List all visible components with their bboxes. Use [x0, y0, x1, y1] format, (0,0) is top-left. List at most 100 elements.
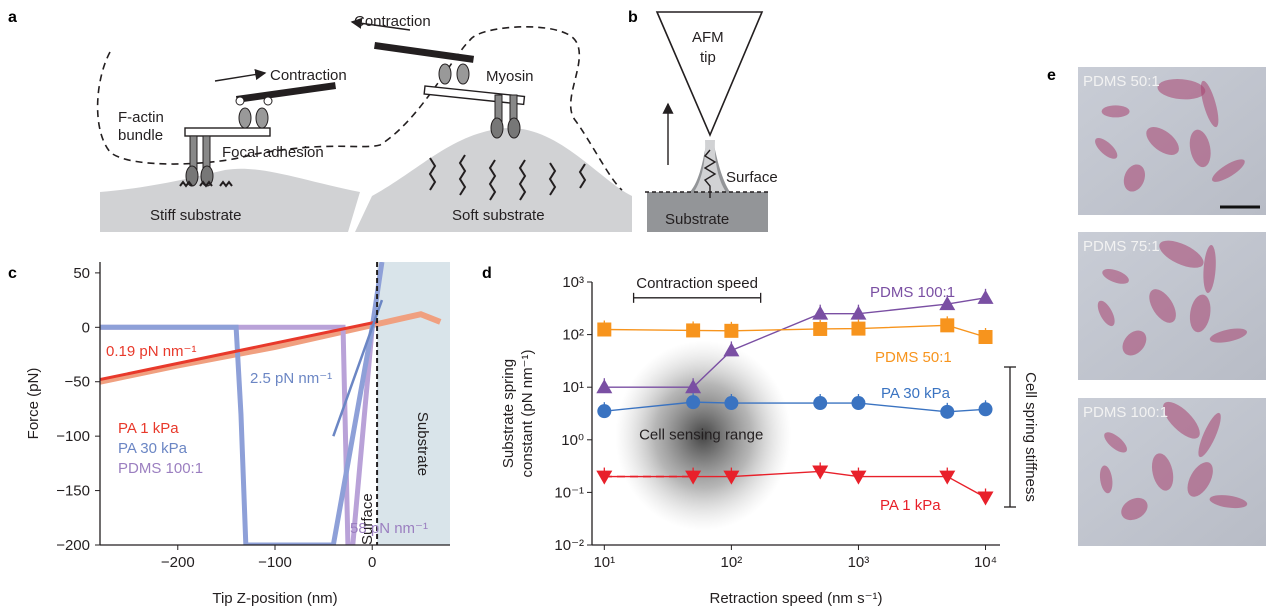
photo-1: PDMS 50:1	[1078, 67, 1266, 215]
data-point	[940, 318, 955, 333]
afm-label-line2: tip	[700, 49, 716, 66]
right-contraction-arrow	[350, 17, 411, 31]
b-tether	[694, 140, 726, 192]
series-pdms-raw	[100, 324, 375, 545]
plot-c-area	[100, 262, 442, 545]
right-adhesion-complex	[374, 42, 587, 201]
fit-pa1	[100, 320, 378, 382]
d-xtick-label: 10⁴	[974, 554, 997, 571]
data-point	[977, 289, 994, 304]
cell-stain	[1095, 138, 1118, 159]
factin-label-line1: F-actin	[118, 109, 164, 126]
series-line	[604, 324, 986, 338]
c-ylabel: Force (pN)	[25, 368, 42, 440]
cell-stain	[1157, 79, 1206, 100]
photo-stack: PDMS 50:1 PDMS 75:1 PDMS 100:1	[1078, 67, 1266, 546]
data-point	[813, 396, 828, 411]
b-spring	[703, 149, 717, 198]
cell-stain	[1097, 300, 1115, 327]
data-point	[596, 379, 613, 394]
data-point	[685, 470, 702, 485]
cell-stain	[1146, 127, 1179, 155]
cell-stain	[1121, 497, 1148, 521]
c-xtick-label: −100	[258, 554, 292, 571]
label-pa30: PA 30 kPa	[881, 385, 951, 402]
stiff-substrate-block	[100, 168, 360, 232]
label-pdms100: PDMS 100:1	[870, 284, 955, 301]
fit-label-pdms: 58 pN nm⁻¹	[350, 520, 428, 537]
label-pdms50: PDMS 50:1	[875, 349, 952, 366]
c-ytick-label: 50	[73, 265, 90, 282]
d-xtick-label: 10¹	[593, 554, 615, 571]
cell-stain	[1102, 269, 1129, 284]
photo-3: PDMS 100:1	[1078, 398, 1266, 546]
data-point	[723, 470, 740, 485]
substrate-region	[377, 262, 450, 545]
d-ytick-label: 10⁰	[561, 432, 584, 449]
c-ytick-label: −100	[56, 428, 90, 445]
data-point	[812, 305, 829, 320]
right-contraction-label: Contraction	[354, 13, 431, 30]
d-xtick-label: 10³	[848, 554, 870, 571]
data-point	[939, 470, 956, 485]
panel-c: c 50 0 −50 −100 −150 −200 −200 −100 0 Tip Z-posit…	[8, 262, 450, 607]
data-point	[851, 396, 866, 411]
panel-d: d Cell sensing range Contraction speed PDM…	[482, 265, 1039, 607]
data-point	[724, 396, 739, 411]
d-ytick-label: 10³	[562, 274, 584, 291]
c-ytick-label: −150	[56, 483, 90, 500]
c-ytick-label: −200	[56, 537, 90, 554]
data-point	[596, 470, 613, 485]
panel-d-label: d	[482, 265, 492, 282]
data-point	[597, 322, 612, 337]
myosin-label: Myosin	[486, 68, 534, 85]
cell-stain	[1189, 294, 1211, 333]
cell-stain	[1151, 453, 1174, 491]
chart-d: Cell sensing range Contraction speed PDMS …	[500, 274, 1039, 607]
cell-stain	[1200, 80, 1219, 128]
data-point	[851, 321, 866, 336]
data-point	[939, 296, 956, 311]
panel-c-label: c	[8, 265, 17, 282]
afm-tip-shape	[655, 11, 764, 138]
cell-stain	[1209, 495, 1248, 509]
d-ytick-label: 10⁻²	[554, 537, 584, 554]
c-xlabel: Tip Z-position (nm)	[212, 590, 337, 607]
cell-stain	[1163, 401, 1200, 439]
panel-a-label: a	[8, 9, 17, 26]
d-ytick-label: 10¹	[562, 379, 584, 396]
data-point	[850, 470, 867, 485]
photo-caption: PDMS 50:1	[1083, 73, 1160, 90]
cell-stain	[1099, 465, 1113, 494]
cell-stain	[1101, 105, 1130, 118]
photo-caption: PDMS 100:1	[1083, 404, 1168, 421]
left-contraction-arrow	[214, 69, 267, 82]
cell-stain	[1211, 159, 1245, 182]
fit-label-pa1: 0.19 pN nm⁻¹	[106, 343, 196, 360]
panel-a: a Stiff substrate Soft substrate Contrac…	[8, 9, 632, 232]
cell-sensing-blob	[615, 340, 792, 531]
cell-stain	[1198, 412, 1221, 458]
data-point	[940, 404, 955, 419]
photo-2: PDMS 75:1	[1078, 232, 1266, 380]
panel-e: e PDMS 50:1 PDMS 75:1 PDMS 100:1	[1047, 67, 1266, 546]
data-point	[977, 491, 994, 506]
cell-stain	[1209, 328, 1248, 343]
data-point	[978, 402, 993, 417]
c-ytick-label: 0	[82, 319, 90, 336]
cell-stain	[1104, 432, 1127, 453]
b-surface-label: Surface	[726, 169, 778, 186]
data-point	[686, 395, 701, 410]
panel-b-label: b	[628, 9, 638, 26]
c-xtick-label: 0	[368, 554, 376, 571]
contraction-speed-label: Contraction speed	[636, 275, 758, 292]
c-legend-item: PDMS 100:1	[118, 460, 203, 477]
cell-stain	[1187, 462, 1213, 497]
fit-pa30	[332, 299, 384, 437]
factin-label-line2: bundle	[118, 127, 163, 144]
cell-spring-label: Cell spring stiffness	[1022, 372, 1039, 502]
panel-b: b AFM tip Surface Substrate	[628, 9, 778, 232]
data-point	[850, 305, 867, 320]
cell-stain	[1149, 289, 1176, 323]
